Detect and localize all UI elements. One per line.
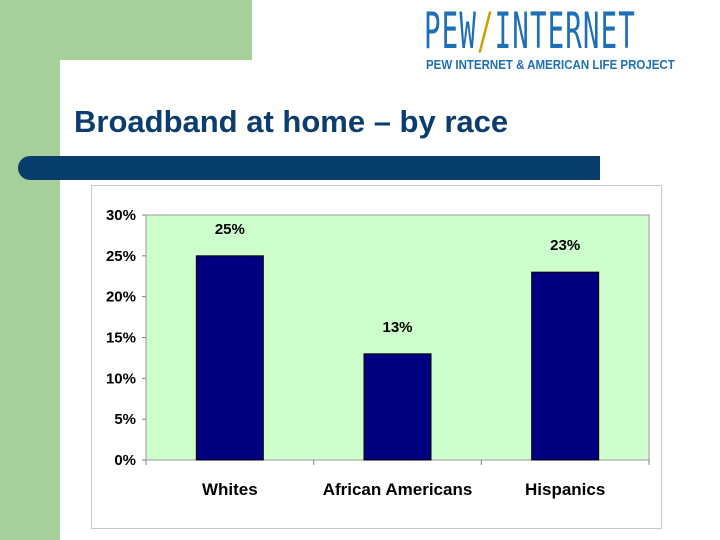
y-tick-label: 15% [106,330,136,347]
slide-title: Broadband at home – by race [74,104,509,139]
top-accent-block [0,0,252,60]
logo-wordmark: PEW/INTERNET [424,6,636,56]
y-tick-label: 30% [106,207,136,224]
bar-chart: 0% 5% 10% 15% 20% 25% 30% 25% Whites 13% African A… [106,207,650,499]
y-tick-label: 10% [106,370,136,387]
pew-internet-logo: PEW/INTERNET PEW INTERNET & AMERICAN LIF… [424,6,700,76]
title-underline-bar [18,156,600,180]
bar-data-label: 23% [550,237,580,254]
bar [531,271,600,461]
bar [195,255,264,461]
bar-data-label: 25% [215,221,245,238]
logo-word-pew: PEW [424,2,477,60]
y-tick-label: 20% [106,289,136,306]
y-tick-label: 5% [114,411,136,428]
bar [363,353,432,461]
bar-data-label: 13% [382,319,412,336]
chart-frame: 0% 5% 10% 15% 20% 25% 30% 25% Whites 13% African A… [91,185,662,529]
y-tick-label: 25% [106,248,136,265]
x-category-label: Whites [202,480,258,499]
logo-subtitle: PEW INTERNET & AMERICAN LIFE PROJECT [426,58,675,72]
logo-word-internet: INTERNET [494,2,636,60]
logo-slash: / [476,2,495,60]
left-accent-band [0,0,60,540]
x-category-label: African Americans [323,480,473,499]
x-category-label: Hispanics [525,480,605,499]
y-tick-label: 0% [114,452,136,469]
